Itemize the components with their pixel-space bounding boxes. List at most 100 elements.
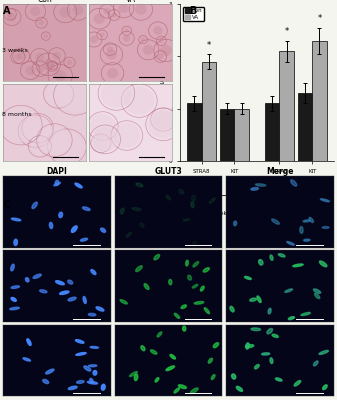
Ellipse shape: [194, 302, 204, 304]
Ellipse shape: [245, 276, 251, 280]
Ellipse shape: [76, 380, 84, 384]
Ellipse shape: [183, 326, 186, 331]
Ellipse shape: [314, 293, 320, 299]
Circle shape: [141, 38, 145, 42]
Title: Con: Con: [37, 0, 52, 4]
Circle shape: [106, 49, 117, 60]
Ellipse shape: [262, 353, 270, 355]
Ellipse shape: [319, 261, 327, 267]
Ellipse shape: [319, 350, 329, 354]
Ellipse shape: [303, 220, 310, 222]
Circle shape: [53, 52, 61, 60]
Circle shape: [14, 54, 22, 60]
Circle shape: [124, 86, 154, 115]
Circle shape: [49, 64, 55, 69]
Circle shape: [43, 34, 48, 38]
Text: 3 weeks: 3 weeks: [207, 211, 229, 216]
Text: *: *: [284, 28, 289, 36]
Ellipse shape: [301, 312, 310, 316]
Ellipse shape: [320, 199, 330, 202]
Ellipse shape: [126, 232, 131, 237]
Ellipse shape: [304, 239, 310, 241]
Circle shape: [67, 60, 72, 65]
Ellipse shape: [254, 364, 259, 369]
Title: Merge: Merge: [266, 167, 294, 176]
Ellipse shape: [258, 260, 263, 265]
Ellipse shape: [293, 264, 303, 267]
Ellipse shape: [75, 340, 84, 343]
Circle shape: [92, 135, 110, 151]
Ellipse shape: [230, 306, 234, 312]
Ellipse shape: [10, 307, 19, 310]
Ellipse shape: [320, 199, 330, 202]
Ellipse shape: [209, 198, 215, 203]
Ellipse shape: [213, 343, 219, 348]
Circle shape: [157, 54, 163, 60]
Ellipse shape: [71, 226, 77, 232]
Ellipse shape: [23, 358, 30, 361]
Ellipse shape: [11, 298, 16, 301]
Circle shape: [21, 118, 50, 145]
Ellipse shape: [141, 346, 145, 351]
Ellipse shape: [192, 195, 196, 201]
Ellipse shape: [234, 221, 237, 226]
Ellipse shape: [68, 280, 73, 284]
Ellipse shape: [272, 334, 278, 338]
Title: GLUT3: GLUT3: [155, 167, 182, 176]
Ellipse shape: [290, 180, 297, 186]
Ellipse shape: [151, 350, 157, 354]
Ellipse shape: [270, 255, 273, 260]
Circle shape: [30, 6, 40, 16]
Ellipse shape: [250, 298, 256, 301]
Bar: [220, 109, 234, 161]
Ellipse shape: [268, 308, 271, 314]
Ellipse shape: [313, 361, 318, 366]
Circle shape: [57, 78, 93, 112]
Circle shape: [24, 116, 51, 141]
Text: B: B: [189, 6, 196, 16]
Title: DAPI: DAPI: [47, 167, 67, 176]
Text: C: C: [3, 200, 11, 210]
Text: *: *: [317, 14, 321, 23]
Ellipse shape: [33, 274, 41, 278]
Circle shape: [36, 65, 44, 72]
Ellipse shape: [319, 261, 327, 267]
Text: 8 months: 8 months: [2, 112, 31, 116]
Ellipse shape: [255, 184, 266, 186]
Text: *: *: [207, 40, 211, 50]
Ellipse shape: [319, 350, 329, 354]
Ellipse shape: [300, 226, 303, 233]
Ellipse shape: [11, 286, 20, 288]
Ellipse shape: [91, 270, 96, 274]
Ellipse shape: [120, 300, 127, 304]
Ellipse shape: [11, 218, 21, 221]
Ellipse shape: [68, 297, 76, 301]
Ellipse shape: [136, 183, 143, 187]
Ellipse shape: [179, 190, 184, 194]
Ellipse shape: [313, 289, 321, 293]
Circle shape: [51, 63, 55, 68]
Circle shape: [135, 4, 147, 15]
Title: VA: VA: [126, 0, 136, 4]
Ellipse shape: [181, 305, 186, 308]
Ellipse shape: [60, 291, 69, 294]
Ellipse shape: [258, 260, 263, 265]
Ellipse shape: [251, 188, 258, 190]
Ellipse shape: [83, 296, 86, 304]
Ellipse shape: [275, 378, 282, 381]
Circle shape: [111, 12, 117, 18]
Circle shape: [123, 35, 130, 42]
Circle shape: [25, 66, 35, 75]
Ellipse shape: [59, 212, 63, 218]
Ellipse shape: [323, 385, 327, 390]
Ellipse shape: [211, 374, 215, 380]
Circle shape: [101, 79, 132, 108]
Bar: [312, 41, 327, 161]
Ellipse shape: [169, 280, 172, 285]
Ellipse shape: [270, 358, 273, 364]
Ellipse shape: [87, 381, 98, 384]
Circle shape: [46, 82, 71, 106]
Ellipse shape: [26, 278, 29, 282]
Ellipse shape: [201, 286, 204, 291]
Ellipse shape: [278, 254, 285, 257]
